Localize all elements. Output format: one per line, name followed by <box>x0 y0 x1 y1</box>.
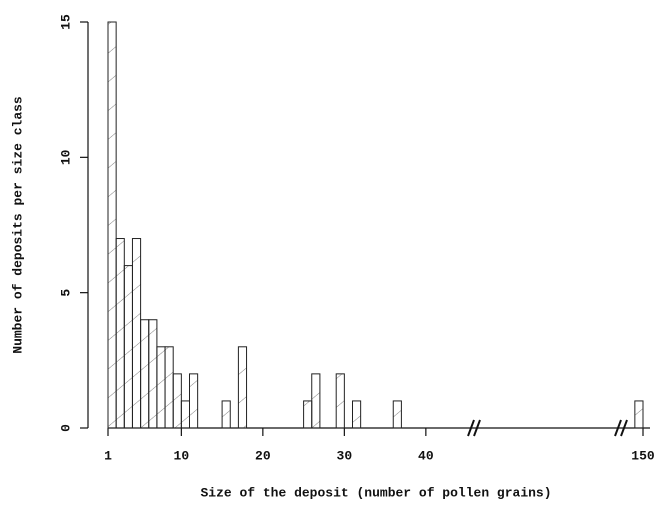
bar <box>156 346 166 429</box>
bar <box>140 319 150 429</box>
x-tick-label: 30 <box>337 448 353 463</box>
x-tick-label: 40 <box>418 448 434 463</box>
x-tick-label: 1 <box>104 448 112 463</box>
y-tick-label: 15 <box>58 14 73 30</box>
bar <box>303 400 313 429</box>
bar <box>115 238 125 429</box>
axis-break <box>467 419 628 437</box>
y-tick-label: 10 <box>58 149 73 165</box>
bar <box>131 238 142 429</box>
y-tick-label: 0 <box>58 424 73 432</box>
axes <box>87 22 650 437</box>
x-tick-label: 150 <box>631 448 655 463</box>
bar <box>634 400 644 429</box>
bar <box>107 21 117 429</box>
bar <box>123 265 133 429</box>
x-tick-label: 10 <box>174 448 190 463</box>
bar <box>221 400 231 429</box>
y-tick-label: 5 <box>58 289 73 297</box>
x-tick-label: 20 <box>255 448 271 463</box>
bar <box>237 346 248 429</box>
bar <box>352 400 362 429</box>
bar <box>180 400 191 429</box>
bar <box>335 373 345 429</box>
y-axis-label: Number of deposits per size class <box>10 96 25 354</box>
bar <box>311 373 321 429</box>
bar <box>392 400 402 429</box>
x-axis-label: Size of the deposit (number of pollen gr… <box>200 485 551 500</box>
bar <box>164 346 174 429</box>
bar <box>148 319 158 429</box>
bar <box>189 373 199 429</box>
bar <box>172 373 182 429</box>
